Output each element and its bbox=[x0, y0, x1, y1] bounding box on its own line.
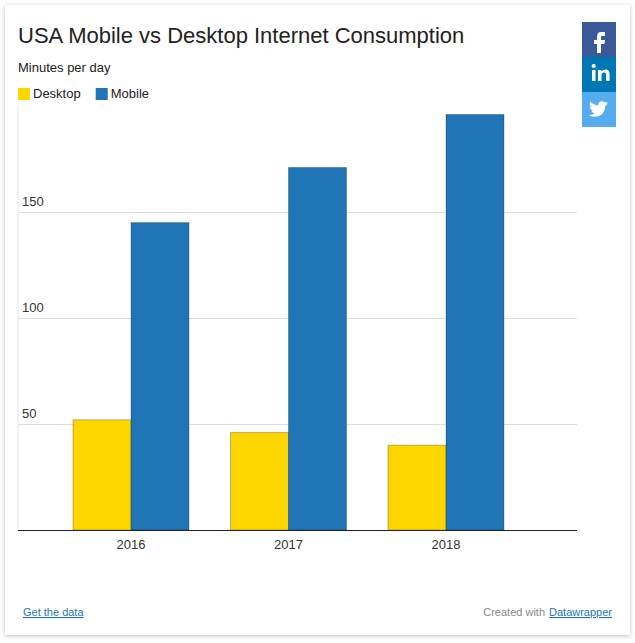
datawrapper-link[interactable]: Datawrapper bbox=[549, 606, 612, 618]
subtitle: Minutes per day bbox=[18, 60, 111, 75]
bar bbox=[73, 420, 131, 530]
bar bbox=[231, 432, 289, 530]
y-tick-label: 50 bbox=[22, 406, 36, 421]
credit: Created with bbox=[483, 606, 545, 618]
baseline bbox=[18, 530, 577, 531]
legend-label: Mobile bbox=[111, 86, 149, 101]
linkedin-icon bbox=[598, 70, 610, 81]
x-tick-label: 2017 bbox=[274, 537, 303, 552]
bar bbox=[131, 223, 189, 530]
twitter-icon bbox=[589, 101, 608, 117]
bar bbox=[446, 114, 504, 530]
bar bbox=[289, 167, 347, 530]
facebook-icon bbox=[594, 32, 605, 53]
card bbox=[5, 5, 630, 635]
get-data-link[interactable]: Get the data bbox=[23, 606, 84, 618]
share-button[interactable] bbox=[582, 22, 616, 57]
share-button[interactable] bbox=[582, 92, 616, 127]
share-button[interactable] bbox=[582, 57, 616, 92]
legend-swatch bbox=[96, 88, 108, 100]
legend-swatch bbox=[18, 88, 30, 100]
x-tick-label: 2016 bbox=[117, 537, 146, 552]
legend-label: Desktop bbox=[33, 86, 81, 101]
y-tick-label: 150 bbox=[22, 194, 44, 209]
chart: USA Mobile vs Desktop Internet Consumpti… bbox=[0, 0, 635, 643]
linkedin-icon bbox=[592, 70, 596, 81]
y-tick-label: 100 bbox=[22, 300, 44, 315]
bar bbox=[388, 445, 446, 530]
bars bbox=[73, 114, 504, 530]
linkedin-icon bbox=[592, 64, 596, 68]
x-tick-label: 2018 bbox=[432, 537, 461, 552]
title: USA Mobile vs Desktop Internet Consumpti… bbox=[18, 23, 464, 48]
